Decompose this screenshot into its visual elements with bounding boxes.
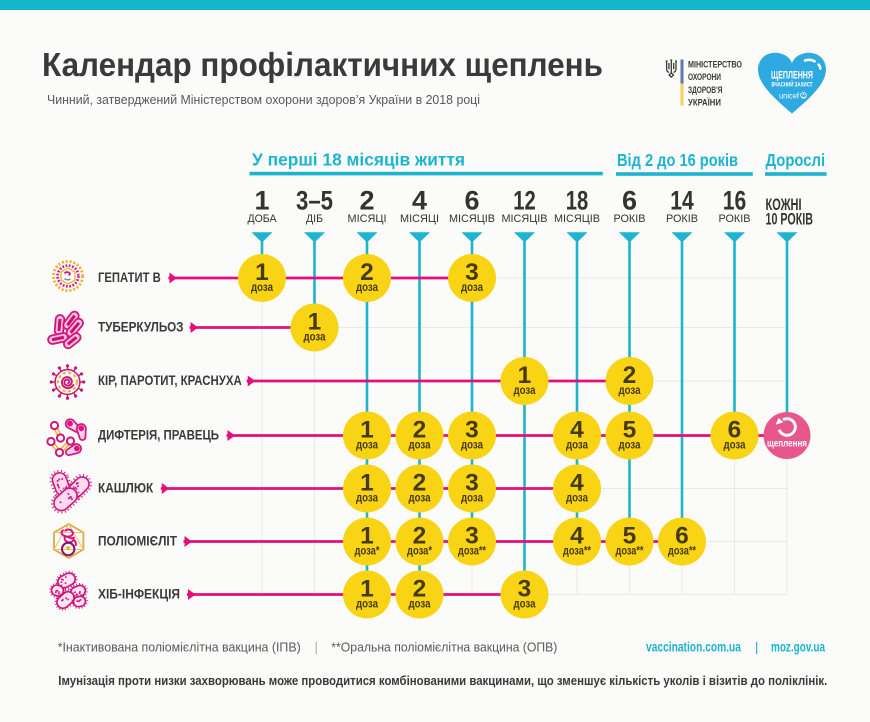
svg-text:доза: доза [461, 492, 484, 504]
svg-text:Від 2 до 16 років: Від 2 до 16 років [617, 150, 738, 170]
svg-text:доза**: доза** [616, 545, 644, 557]
svg-text:3: 3 [465, 470, 479, 497]
svg-text:14: 14 [670, 186, 694, 216]
svg-text:доза*: доза* [355, 545, 380, 557]
svg-text:доза: доза [566, 439, 589, 451]
svg-text:ДІБ: ДІБ [306, 213, 323, 225]
svg-text:ДИФТЕРІЯ, ПРАВЕЦЬ: ДИФТЕРІЯ, ПРАВЕЦЬ [98, 427, 219, 442]
svg-text:РОКІВ: РОКІВ [614, 213, 646, 225]
svg-text:Імунізація проти низки захворю: Імунізація проти низки захворювань може … [58, 673, 827, 688]
svg-text:УКРАЇНИ: УКРАЇНИ [688, 98, 721, 108]
svg-text:доза**: доза** [668, 545, 696, 557]
svg-text:У перші 18 місяців життя: У перші 18 місяців життя [252, 150, 465, 170]
svg-text:доза: доза [356, 492, 379, 504]
svg-text:6: 6 [728, 417, 742, 444]
svg-text:1: 1 [255, 259, 269, 286]
svg-text:МІСЯЦІВ: МІСЯЦІВ [554, 213, 600, 225]
svg-text:ЩЕПЛЕННЯ: ЩЕПЛЕННЯ [771, 70, 813, 82]
svg-text:доза: доза [514, 385, 537, 397]
svg-text:4: 4 [570, 417, 584, 444]
svg-text:доза: доза [566, 492, 589, 504]
svg-text:|: | [755, 640, 758, 655]
svg-text:МІСЯЦІ: МІСЯЦІ [348, 213, 387, 225]
svg-text:доза: доза [514, 598, 537, 610]
svg-text:4: 4 [570, 470, 584, 497]
svg-text:Чинний, затверджений Міністерс: Чинний, затверджений Міністерством охоро… [47, 93, 480, 107]
svg-text:1: 1 [518, 362, 532, 389]
svg-text:ВЧАСНИЙ ЗАХИСТ: ВЧАСНИЙ ЗАХИСТ [772, 79, 813, 88]
svg-text:3–5: 3–5 [296, 186, 333, 216]
svg-text:10 РОКІВ: 10 РОКІВ [766, 211, 814, 229]
svg-text:доза: доза [409, 492, 432, 504]
svg-text:доза: доза [461, 439, 484, 451]
svg-text:2: 2 [413, 470, 427, 497]
svg-text:3: 3 [465, 523, 479, 550]
svg-text:3: 3 [465, 417, 479, 444]
svg-text:2: 2 [413, 417, 427, 444]
svg-text:доза: доза [409, 439, 432, 451]
svg-text:МІСЯЦІ: МІСЯЦІ [400, 213, 439, 225]
svg-text:5: 5 [623, 417, 637, 444]
svg-text:1: 1 [360, 523, 374, 550]
svg-text:доза**: доза** [563, 545, 591, 557]
svg-text:2: 2 [360, 259, 374, 286]
svg-text:|: | [315, 640, 318, 655]
svg-text:16: 16 [723, 186, 747, 216]
svg-text:vaccination.com.ua: vaccination.com.ua [646, 640, 741, 655]
svg-text:ДОБА: ДОБА [248, 213, 278, 225]
svg-text:3: 3 [518, 576, 532, 603]
svg-text:доза**: доза** [458, 545, 486, 557]
svg-text:unicef: unicef [779, 90, 800, 100]
svg-text:доза: доза [356, 282, 379, 294]
svg-text:доза: доза [304, 331, 327, 343]
svg-text:ГЕПАТИТ В: ГЕПАТИТ В [98, 270, 161, 285]
svg-text:МІНІСТЕРСТВО: МІНІСТЕРСТВО [688, 60, 742, 70]
svg-text:6: 6 [622, 186, 637, 216]
svg-text:18: 18 [566, 186, 589, 216]
svg-text:доза: доза [356, 439, 379, 451]
svg-text:КІР, ПАРОТИТ, КРАСНУХА: КІР, ПАРОТИТ, КРАСНУХА [98, 373, 242, 388]
svg-text:4: 4 [412, 186, 427, 216]
svg-text:Календар профілактичних щеплен: Календар профілактичних щеплень [42, 46, 603, 83]
svg-text:2: 2 [413, 523, 427, 550]
svg-text:ПОЛІОМІЄЛІТ: ПОЛІОМІЄЛІТ [98, 533, 178, 548]
svg-text:МІСЯЦІВ: МІСЯЦІВ [502, 213, 548, 225]
svg-text:1: 1 [308, 309, 322, 336]
svg-text:12: 12 [513, 186, 536, 216]
svg-text:3: 3 [465, 259, 479, 286]
svg-text:ОХОРОНИ: ОХОРОНИ [688, 72, 721, 82]
svg-text:Дорослі: Дорослі [766, 150, 826, 170]
svg-text:доза: доза [251, 282, 274, 294]
svg-text:*Інактивована поліомієлітна ва: *Інактивована поліомієлітна вакцина (ІПВ… [58, 641, 301, 655]
svg-text:доза: доза [461, 282, 484, 294]
svg-text:РОКІВ: РОКІВ [719, 213, 751, 225]
svg-text:2: 2 [359, 186, 374, 216]
svg-text:6: 6 [464, 186, 479, 216]
svg-text:доза*: доза* [407, 545, 432, 557]
svg-text:щеплення: щеплення [767, 439, 807, 450]
svg-text:КОЖНІ: КОЖНІ [766, 196, 802, 214]
svg-text:moz.gov.ua: moz.gov.ua [771, 640, 825, 655]
svg-text:РОКІВ: РОКІВ [666, 213, 698, 225]
svg-text:1: 1 [360, 576, 374, 603]
svg-text:ХІБ-ІНФЕКЦІЯ: ХІБ-ІНФЕКЦІЯ [98, 586, 180, 601]
svg-text:2: 2 [413, 576, 427, 603]
svg-text:доза: доза [619, 385, 642, 397]
svg-text:МІСЯЦІВ: МІСЯЦІВ [449, 213, 495, 225]
svg-text:КАШЛЮК: КАШЛЮК [98, 480, 154, 495]
svg-text:4: 4 [570, 523, 584, 550]
svg-text:6: 6 [675, 523, 689, 550]
svg-text:доза: доза [619, 439, 642, 451]
svg-text:**Оральна поліомієлітна вакцин: **Оральна поліомієлітна вакцина (ОПВ) [331, 641, 557, 655]
svg-text:1: 1 [254, 186, 269, 216]
svg-text:доза: доза [409, 598, 432, 610]
svg-text:1: 1 [360, 417, 374, 444]
svg-text:2: 2 [623, 362, 637, 389]
svg-text:ТУБЕРКУЛЬОЗ: ТУБЕРКУЛЬОЗ [98, 319, 184, 334]
svg-text:1: 1 [360, 470, 374, 497]
svg-text:5: 5 [623, 523, 637, 550]
svg-text:доза: доза [724, 439, 747, 451]
svg-text:доза: доза [356, 598, 379, 610]
svg-text:ЗДОРОВ’Я: ЗДОРОВ’Я [688, 85, 723, 95]
